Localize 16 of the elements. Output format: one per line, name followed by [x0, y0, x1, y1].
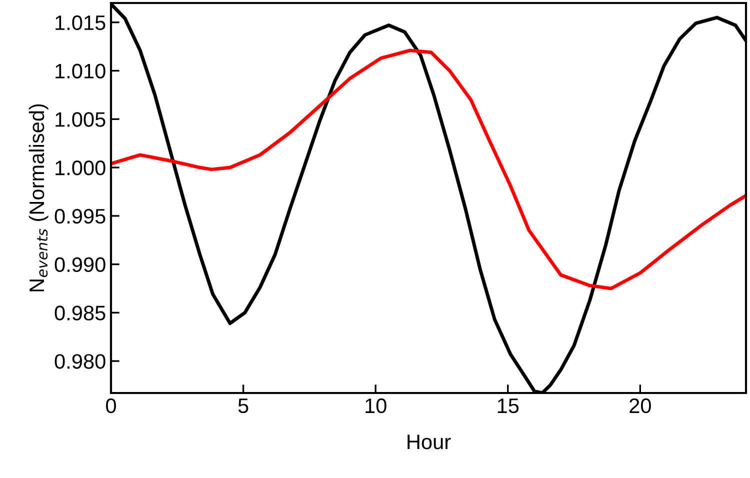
- x-tick-label: 10: [366, 398, 386, 414]
- y-tick-label: 1.005: [56, 112, 106, 127]
- y-axis-title: N$_{events}$ (Normalised): [28, 104, 48, 292]
- line-series: [111, 48, 746, 290]
- y-tick-label: 0.985: [54, 306, 106, 320]
- y-tick-label: 0.995: [54, 208, 106, 224]
- y-tick-label: 0.980: [54, 354, 106, 369]
- y-tick-label: 1.010: [56, 64, 106, 78]
- x-tick-label: 20: [630, 398, 651, 414]
- x-tick-label: 15: [498, 398, 519, 414]
- y-tick-label: 1.015: [56, 15, 106, 30]
- y-tick-label: 0.990: [54, 257, 106, 272]
- x-tick-label: 5: [238, 398, 248, 414]
- y-tick-label: 1.000: [56, 160, 106, 176]
- x-axis-title: Hour: [408, 434, 451, 450]
- x-tick-label: 0: [106, 398, 116, 414]
